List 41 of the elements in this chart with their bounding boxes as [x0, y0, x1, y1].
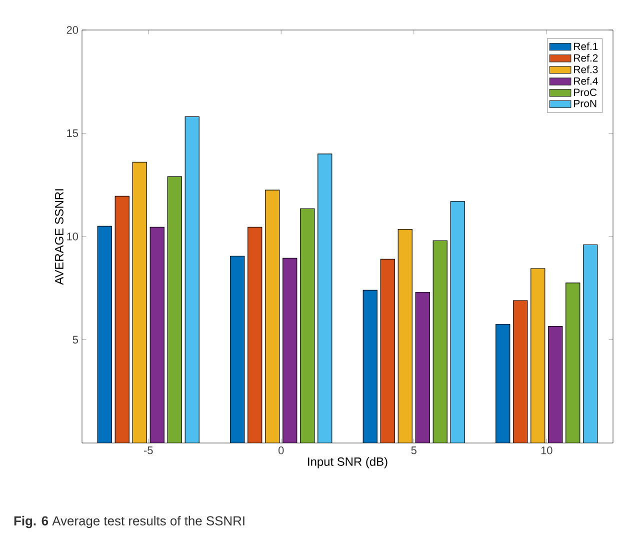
bar	[230, 256, 245, 443]
legend-label: Ref.1	[574, 42, 598, 50]
legend-label: Ref.2	[574, 54, 598, 62]
legend-label: ProC	[574, 88, 597, 96]
bar	[97, 226, 112, 443]
bar	[114, 196, 130, 443]
bar	[450, 201, 465, 443]
bar	[265, 190, 280, 443]
bar	[432, 240, 448, 443]
y-tick-label: 10	[67, 232, 78, 240]
bar	[513, 300, 528, 443]
x-tick-label: 5	[411, 446, 416, 454]
x-tick-label: -5	[144, 446, 153, 454]
bar	[318, 154, 332, 443]
bar	[300, 208, 315, 443]
bar	[380, 258, 395, 443]
bar	[362, 290, 378, 443]
bar	[248, 226, 262, 443]
bar	[132, 162, 147, 443]
bar	[530, 268, 546, 443]
text: Fig. 6 Average test results of the SSNRI	[14, 516, 244, 528]
bar	[167, 176, 182, 443]
legend-label: ProN	[574, 100, 596, 108]
y-axis-title: AVERAGE SSNRI	[54, 189, 64, 285]
bar	[398, 228, 412, 443]
y-tick-label: 15	[67, 129, 78, 138]
x-tick-label: 10	[541, 446, 552, 454]
bar	[184, 116, 200, 443]
bar	[415, 292, 430, 443]
bar	[150, 226, 164, 443]
y-tick-label: 5	[72, 336, 78, 344]
x-tick-label: 0	[278, 446, 284, 454]
bar	[566, 282, 580, 443]
bar	[282, 258, 298, 443]
legend-label: Ref.4	[574, 77, 598, 85]
legend-label: Ref.3	[574, 66, 598, 74]
bar	[583, 244, 598, 443]
bar	[496, 324, 510, 443]
bar	[548, 326, 563, 443]
x-axis-title: Input SNR (dB)	[308, 457, 388, 468]
y-tick-label: 20	[66, 26, 78, 34]
